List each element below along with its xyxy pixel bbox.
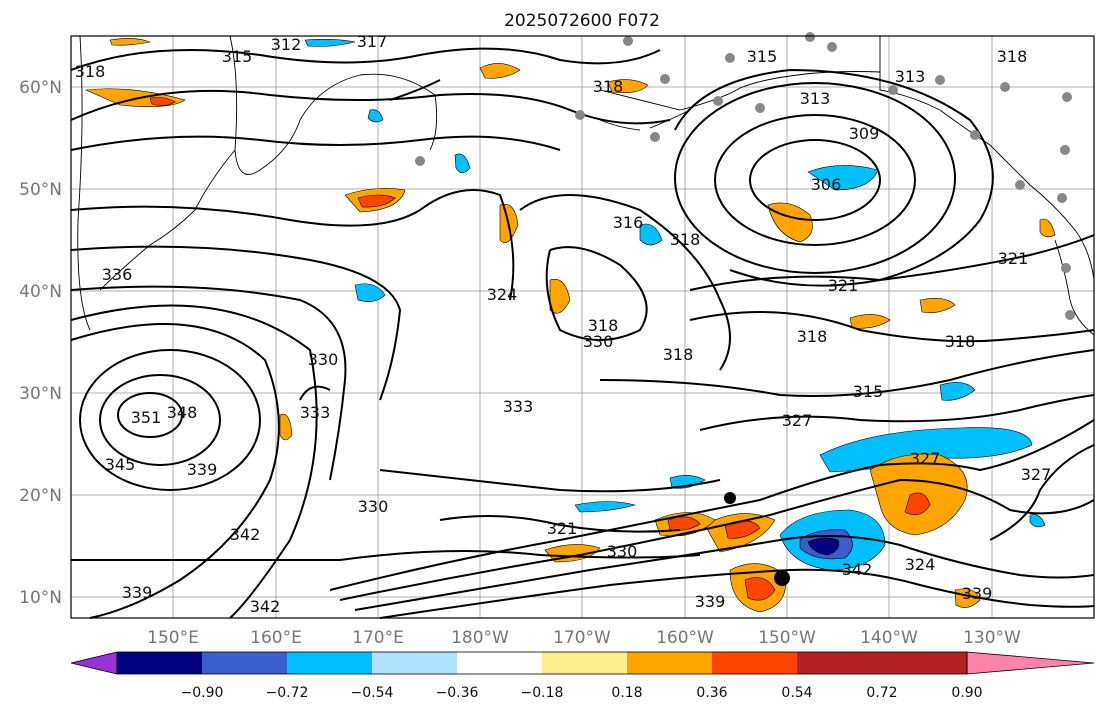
map-panel: 318 315 312 317 318 315 318 313 309 306 … <box>70 32 1095 619</box>
colorbar: −0.90 −0.72 −0.54 −0.36 −0.18 0.18 0.36 … <box>70 651 1095 701</box>
contour-label: 324 <box>905 555 936 574</box>
storm-markers <box>724 492 790 586</box>
colorbar-segment <box>117 652 202 674</box>
lon-label: 180°W <box>451 628 509 648</box>
lon-label: 130°W <box>963 628 1021 648</box>
lat-label: 10°N <box>19 588 62 608</box>
colorbar-extend-left <box>70 651 118 675</box>
map-title: 2025072600 F072 <box>504 11 660 31</box>
colorbar-segment <box>797 652 882 674</box>
colorbar-tick: −0.36 <box>436 685 479 701</box>
colorbar-tick: −0.54 <box>351 685 394 701</box>
colorbar-tick: 0.72 <box>866 685 897 701</box>
contour-label: 336 <box>102 265 133 284</box>
station-markers <box>415 32 1075 320</box>
longitude-labels: 150°E 160°E 170°E 180°W 170°W 160°W 150°… <box>147 628 1021 648</box>
colorbar-tick: 0.54 <box>781 685 812 701</box>
lat-label: 40°N <box>19 282 62 302</box>
lat-label: 30°N <box>19 384 62 404</box>
contour-label: 321 <box>828 276 859 295</box>
colorbar-segment <box>542 652 627 674</box>
contour-label: 315 <box>853 382 884 401</box>
latitude-labels: 60°N 50°N 40°N 30°N 20°N 10°N <box>19 78 62 608</box>
colorbar-segment <box>372 652 457 674</box>
contour-label: 315 <box>747 47 778 66</box>
contour-label: 342 <box>230 525 261 544</box>
colorbar-tick: 0.90 <box>951 685 982 701</box>
contour-labels: 318 315 312 317 318 315 318 313 309 306 … <box>75 32 1052 616</box>
colorbar-segment <box>712 652 797 674</box>
lat-label: 50°N <box>19 180 62 200</box>
contour-label: 321 <box>998 249 1029 268</box>
lon-label: 150°W <box>758 628 816 648</box>
colorbar-tick: 0.36 <box>696 685 727 701</box>
contour-label: 327 <box>1021 465 1052 484</box>
contour-label: 330 <box>583 332 614 351</box>
colorbar-segment <box>882 652 967 674</box>
contour-label: 313 <box>800 89 831 108</box>
contour-label: 318 <box>593 77 624 96</box>
contour-label: 348 <box>167 403 198 422</box>
contour-label: 333 <box>300 403 331 422</box>
lat-label: 20°N <box>19 486 62 506</box>
colorbar-tick: −0.18 <box>521 685 564 701</box>
contour-label: 324 <box>487 285 518 304</box>
contour-label: 317 <box>357 32 388 51</box>
contour-label: 309 <box>849 124 880 143</box>
contour-label: 339 <box>122 583 153 602</box>
contour-label: 313 <box>895 67 926 86</box>
lon-label: 170°E <box>352 628 404 648</box>
contour-label: 318 <box>797 327 828 346</box>
contour-label: 318 <box>670 230 701 249</box>
anomaly-fill <box>84 38 1056 613</box>
colorbar-segment <box>287 652 372 674</box>
contour-label: 315 <box>222 47 253 66</box>
contour-label: 327 <box>910 449 941 468</box>
contour-label: 316 <box>613 213 644 232</box>
contour-label: 333 <box>503 397 534 416</box>
colorbar-tick: −0.72 <box>266 685 309 701</box>
lon-label: 160°E <box>250 628 302 648</box>
map-frame <box>70 35 1095 619</box>
colorbar-tick: −0.90 <box>181 685 224 701</box>
lon-label: 170°W <box>553 628 611 648</box>
contour-label: 339 <box>187 460 218 479</box>
coastlines <box>77 35 1095 336</box>
contour-label: 321 <box>547 519 578 538</box>
colorbar-extend-right <box>966 651 1095 675</box>
contour-label: 318 <box>945 332 976 351</box>
contour-label: 318 <box>663 345 694 364</box>
height-contours <box>70 47 1095 619</box>
colorbar-segment <box>457 652 542 674</box>
contour-label: 330 <box>308 350 339 369</box>
contour-label: 339 <box>695 592 726 611</box>
contour-label: 342 <box>842 560 873 579</box>
contour-label: 327 <box>782 411 813 430</box>
colorbar-segment <box>627 652 712 674</box>
contour-label: 306 <box>811 175 842 194</box>
contour-label: 339 <box>962 584 993 603</box>
lat-label: 60°N <box>19 78 62 98</box>
colorbar-segment <box>202 652 287 674</box>
contour-label: 342 <box>250 597 281 616</box>
colorbar-tick: 0.18 <box>611 685 642 701</box>
contour-label: 318 <box>75 62 106 81</box>
lon-label: 140°W <box>860 628 918 648</box>
lon-label: 160°W <box>656 628 714 648</box>
contour-label: 318 <box>588 316 619 335</box>
contour-label: 345 <box>105 455 136 474</box>
contour-label: 351 <box>131 408 162 427</box>
lon-label: 150°E <box>147 628 199 648</box>
contour-label: 318 <box>997 47 1028 66</box>
contour-label: 312 <box>271 35 302 54</box>
contour-label: 330 <box>358 497 389 516</box>
contour-label: 330 <box>607 542 638 561</box>
